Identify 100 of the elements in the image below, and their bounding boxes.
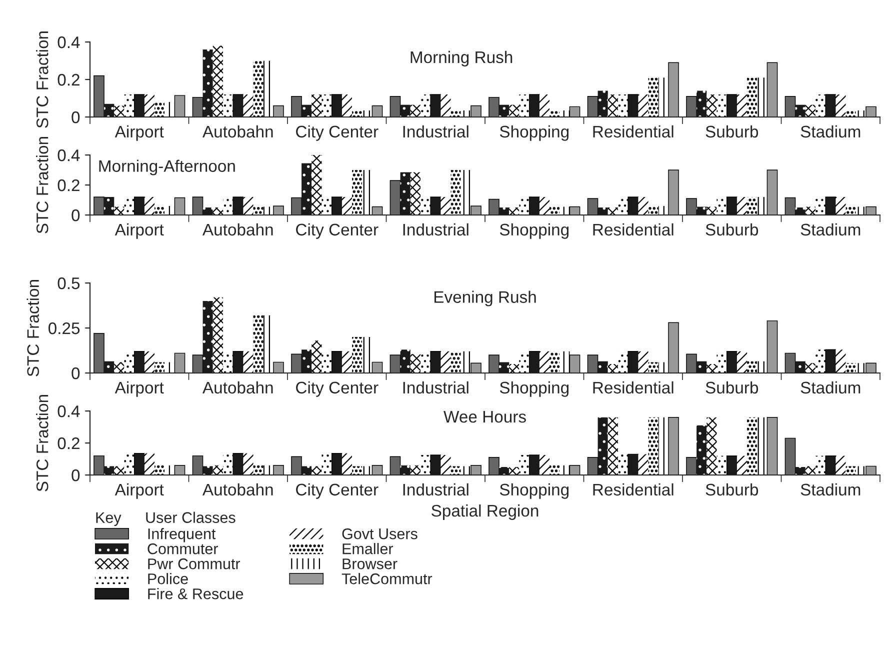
- bar: [706, 206, 717, 215]
- bar: [836, 94, 846, 117]
- bar: [400, 172, 410, 215]
- bar: [450, 351, 461, 373]
- x-tick-label: Airport: [114, 223, 164, 239]
- y-tick-label: 0.25: [48, 322, 80, 334]
- bar: [322, 94, 332, 117]
- bar: [598, 90, 608, 117]
- bar: [519, 351, 530, 373]
- bar: [550, 110, 560, 117]
- bar: [539, 455, 550, 475]
- bar: [243, 197, 254, 215]
- bar: [836, 197, 846, 215]
- legend-label: Pwr Commutr: [148, 558, 240, 570]
- bar: [174, 95, 186, 117]
- bar: [598, 417, 608, 475]
- bar: [174, 465, 186, 475]
- bar: [192, 455, 204, 475]
- bar: [509, 104, 520, 117]
- bar: [539, 197, 550, 215]
- bar: [322, 351, 332, 373]
- x-tick-label: Industrial: [403, 125, 468, 138]
- bar: [569, 206, 580, 215]
- bar: [243, 351, 254, 373]
- bar: [322, 197, 332, 215]
- bar: [519, 94, 530, 117]
- bar: [686, 354, 697, 373]
- bar: [519, 197, 530, 215]
- x-tick-label: Shopping: [500, 483, 569, 499]
- bar: [253, 60, 264, 117]
- bar: [420, 455, 431, 475]
- bar: [352, 466, 362, 475]
- bar: [587, 96, 598, 117]
- bar: [587, 198, 598, 215]
- y-tick-label: 0.2: [58, 437, 80, 450]
- bar: [736, 197, 748, 215]
- bar: [668, 417, 679, 475]
- bar: [836, 456, 846, 475]
- bar: [273, 362, 284, 373]
- bar: [192, 96, 204, 117]
- bar: [560, 110, 570, 117]
- bar: [716, 456, 727, 475]
- bar: [114, 362, 124, 373]
- bar: [766, 62, 778, 117]
- bar: [560, 465, 570, 475]
- bar: [400, 465, 410, 475]
- bar: [212, 465, 223, 475]
- bar: [342, 197, 352, 215]
- y-tick-label: 0: [72, 111, 80, 124]
- bar: [410, 172, 420, 215]
- bar: [164, 465, 175, 475]
- bar: [390, 180, 401, 215]
- bar: [410, 104, 420, 117]
- bar: [94, 75, 104, 117]
- bar: [587, 457, 598, 475]
- bar: [569, 354, 580, 373]
- x-tick-label: Suburb: [706, 483, 758, 496]
- y-tick-label: 0.4: [58, 36, 80, 48]
- bar: [144, 453, 155, 475]
- bar: [608, 94, 618, 117]
- bar: [736, 94, 748, 117]
- bar: [569, 106, 580, 117]
- legend-label: TeleCommutr: [342, 573, 432, 584]
- bar: [488, 457, 500, 475]
- y-tick-label: 0.2: [58, 179, 80, 192]
- bar: [638, 454, 648, 475]
- legend-label: Fire & Rescue: [148, 588, 244, 600]
- bar: [124, 351, 134, 373]
- text: Morning Rush: [410, 50, 512, 66]
- chart-title: Wee Hours: [444, 411, 526, 423]
- bar: [795, 361, 806, 373]
- x-tick-label: Industrial: [403, 381, 468, 394]
- x-tick-label: Shopping: [500, 125, 569, 141]
- bar: [648, 362, 658, 373]
- y-tick-label: 0.4: [58, 149, 80, 162]
- y-tick-label: 0: [72, 209, 80, 222]
- bar: [560, 206, 570, 215]
- bar: [866, 466, 876, 475]
- bar: [784, 352, 796, 373]
- bar: [499, 208, 510, 215]
- bar: [222, 94, 234, 117]
- bar: [400, 350, 410, 373]
- bar: [668, 322, 679, 373]
- bar: [696, 90, 707, 117]
- bar: [202, 301, 213, 373]
- bar: [815, 456, 826, 475]
- bar: [686, 457, 697, 475]
- x-tick-label: Residential: [593, 223, 674, 236]
- bar: [390, 354, 401, 373]
- bar: [372, 465, 383, 475]
- bar: [815, 350, 826, 373]
- bar: [212, 46, 223, 117]
- bar: [539, 94, 550, 117]
- bar: [104, 197, 114, 215]
- x-tick-label: Airport: [114, 483, 164, 499]
- x-tick-label: Stadium: [800, 381, 860, 394]
- bar: [460, 351, 471, 373]
- bar: [550, 465, 560, 475]
- bar: [212, 208, 223, 215]
- bar: [291, 354, 302, 373]
